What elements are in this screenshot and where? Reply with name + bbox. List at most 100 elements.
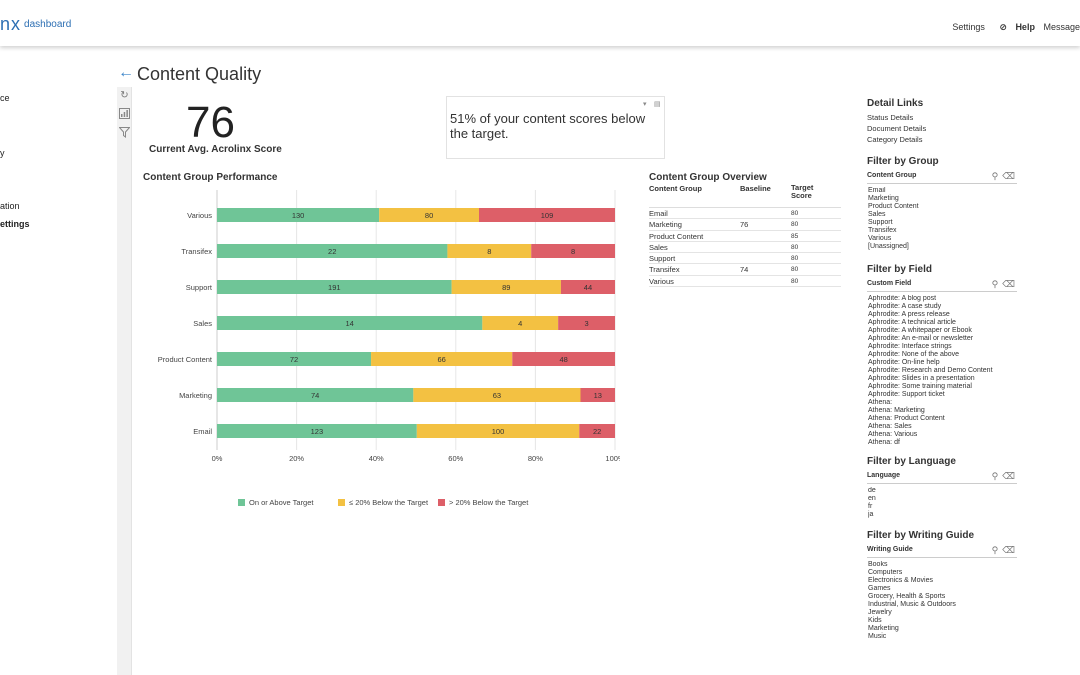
filter-option[interactable]: Aphrodite: A press release [868,311,950,318]
filter-option[interactable]: Kids [868,617,882,624]
filter-option[interactable]: Athena: Various [868,431,918,438]
bar-segment[interactable] [413,388,581,402]
search-icon[interactable]: ⚲ [991,171,999,181]
eraser-icon[interactable]: ⌫ [1002,279,1015,289]
bar-segment[interactable] [558,316,615,330]
filter-option[interactable]: Books [868,561,888,568]
filter-option[interactable]: Aphrodite: A technical article [868,319,956,326]
filter-option[interactable]: Email [868,187,886,194]
bar-segment[interactable] [479,208,615,222]
filter-option[interactable]: Aphrodite: A case study [868,303,942,310]
filter-option[interactable]: Electronics & Movies [868,577,933,584]
filter-option[interactable]: Aphrodite: Interface strings [868,343,952,350]
search-icon[interactable]: ⚲ [991,279,999,289]
eraser-icon[interactable]: ⌫ [1002,545,1015,555]
filter-option[interactable]: Aphrodite: Research and Demo Content [868,367,993,374]
nav-settings[interactable]: Settings [952,22,985,32]
dropdown-icon[interactable]: ▾ [643,101,647,108]
filter-option[interactable]: Athena: Product Content [868,415,945,422]
link-status-details[interactable]: Status Details [867,113,914,122]
performance-title: Content Group Performance [143,172,278,183]
left-nav-item-settings[interactable]: ettings [0,219,30,229]
bar-segment[interactable] [579,424,615,438]
bar-segment[interactable] [217,388,414,402]
app-logo[interactable]: nx dashboard [0,14,71,35]
filter-option[interactable]: Transifex [868,227,897,234]
bar-segment[interactable] [379,208,480,222]
bar-segment[interactable] [531,244,615,258]
filter-option[interactable]: Athena: [868,399,893,406]
left-nav-item[interactable]: ce [0,93,10,103]
overview-cell-group: Transifex [649,265,680,275]
search-icon[interactable]: ⚲ [991,471,999,481]
bar-segment[interactable] [217,316,483,330]
filter-option[interactable]: Support [868,219,893,226]
left-nav-item[interactable]: y [0,148,5,158]
filter-option[interactable]: Athena: Marketing [868,407,925,414]
detail-links-title: Detail Links [867,98,924,109]
performance-chart: 0% 20% 40% 60% 80% 100% Various 130 80 109 Transif… [158,190,620,507]
filter-option[interactable]: Aphrodite: A blog post [868,295,937,302]
back-arrow-icon[interactable]: ← [118,64,134,81]
filter-option[interactable]: Marketing [868,195,899,202]
bar-segment[interactable] [447,244,532,258]
nav-help[interactable]: ⊘ Help [993,22,1035,32]
filter-option[interactable]: Aphrodite: Support ticket [868,391,945,398]
filter-option[interactable]: Grocery, Health & Sports [868,593,946,600]
filter-option[interactable]: Aphrodite: An e-mail or newsletter [868,335,974,342]
category-label: Marketing [179,391,212,400]
bar-segment[interactable] [482,316,559,330]
link-category-details[interactable]: Category Details [867,135,923,144]
bar-segment[interactable] [512,352,615,366]
filter-option[interactable]: ja [868,511,874,518]
legend-label: On or Above Target [249,498,314,507]
chart-type-icon[interactable] [119,108,130,119]
filter-subheader-label: Content Group [867,172,917,179]
bar-segment[interactable] [416,424,580,438]
refresh-icon[interactable]: ↻ [120,90,129,101]
bar-value-label: 100 [492,427,505,436]
bar-segment[interactable] [371,352,513,366]
filter-option[interactable]: de [868,487,876,494]
filter-option[interactable]: Athena: Sales [868,423,912,430]
filter-option[interactable]: [Unassigned] [868,243,909,250]
bar-value-label: 22 [328,247,336,256]
category-label: Support [186,283,213,292]
bar-segment[interactable] [217,244,448,258]
filter-option[interactable]: Industrial, Music & Outdoors [868,601,956,608]
col-header-baseline: Baseline [740,184,771,193]
bar-segment[interactable] [580,388,615,402]
bar-segment[interactable] [451,280,561,294]
bar-segment[interactable] [217,424,417,438]
left-nav-item[interactable]: ation [0,201,20,211]
filter-subheader-label: Writing Guide [867,546,913,553]
filter-option[interactable]: Various [868,235,892,242]
bar-segment[interactable] [217,352,372,366]
filter-option[interactable]: Jewelry [868,609,892,616]
filter-clear-icon[interactable] [118,127,131,138]
bar-segment[interactable] [560,280,615,294]
menu-icon[interactable]: ▤ [654,101,661,108]
filter-option[interactable]: Marketing [868,625,899,632]
search-icon[interactable]: ⚲ [991,545,999,555]
nav-message[interactable]: Message [1043,22,1080,32]
filter-option[interactable]: Aphrodite: Slides in a presentation [868,375,975,382]
filter-option[interactable]: Aphrodite: A whitepaper or Ebook [868,327,972,334]
eraser-icon[interactable]: ⌫ [1002,171,1015,181]
legend-swatch [238,499,245,506]
bar-segment[interactable] [217,280,452,294]
filter-option[interactable]: Aphrodite: None of the above [868,351,960,358]
filter-option[interactable]: Computers [868,569,903,576]
filter-option[interactable]: Aphrodite: On-line help [868,359,940,366]
bar-segment[interactable] [217,208,380,222]
eraser-icon[interactable]: ⌫ [1002,471,1015,481]
filter-option[interactable]: Music [868,633,887,640]
filter-option[interactable]: Games [868,585,891,592]
link-document-details[interactable]: Document Details [867,124,927,133]
filter-option[interactable]: Sales [868,211,886,218]
filter-option[interactable]: Product Content [868,203,919,210]
filter-option[interactable]: Athena: df [868,439,900,446]
filter-option[interactable]: en [868,495,876,502]
filter-option[interactable]: fr [868,503,873,510]
filter-option[interactable]: Aphrodite: Some training material [868,383,972,390]
